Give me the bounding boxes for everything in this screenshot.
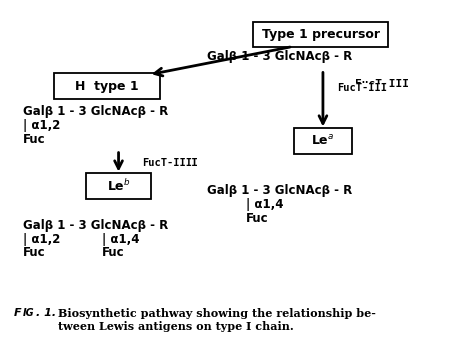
Text: | α1,4: | α1,4	[246, 198, 284, 211]
Text: FucT-III: FucT-III	[337, 83, 387, 93]
Text: Fuc: Fuc	[23, 133, 46, 146]
Text: Galβ 1 - 3 GlcNAcβ - R: Galβ 1 - 3 GlcNAcβ - R	[23, 219, 169, 232]
Text: Fuc: Fuc	[246, 212, 269, 225]
FancyBboxPatch shape	[294, 128, 352, 154]
Text: Fuc: Fuc	[102, 246, 125, 259]
Text: Galβ 1 - 3 GlcNAcβ - R: Galβ 1 - 3 GlcNAcβ - R	[23, 105, 169, 118]
Text: ғвсΤ-ІІІ: ғвсΤ-ІІІ	[144, 158, 198, 168]
Text: Le$^b$: Le$^b$	[107, 178, 130, 194]
Text: Biosynthetic pathway showing the relationship be-
tween Lewis antigens on type I: Biosynthetic pathway showing the relatio…	[58, 308, 376, 332]
Text: Type 1 precursor: Type 1 precursor	[262, 28, 380, 41]
FancyBboxPatch shape	[253, 21, 388, 47]
FancyBboxPatch shape	[54, 73, 160, 99]
Text: | α1,2: | α1,2	[23, 233, 61, 246]
Text: IG: IG	[22, 308, 34, 318]
Text: Le$^a$: Le$^a$	[311, 134, 335, 148]
Text: Fuc: Fuc	[23, 246, 46, 259]
Text: | α1,2: | α1,2	[23, 119, 61, 132]
Text: FucT-III: FucT-III	[142, 158, 192, 168]
Text: Galβ 1 - 3 GlcNAcβ - R: Galβ 1 - 3 GlcNAcβ - R	[207, 185, 352, 198]
Text: FucT-III: FucT-III	[356, 79, 410, 90]
Text: . 1.: . 1.	[36, 308, 56, 318]
Text: | α1,4: | α1,4	[102, 233, 140, 246]
Text: Galβ 1 - 3 GlcNAcβ - R: Galβ 1 - 3 GlcNAcβ - R	[207, 50, 352, 63]
Text: H  type 1: H type 1	[75, 80, 139, 93]
FancyBboxPatch shape	[86, 173, 151, 199]
Text: F: F	[14, 308, 22, 318]
